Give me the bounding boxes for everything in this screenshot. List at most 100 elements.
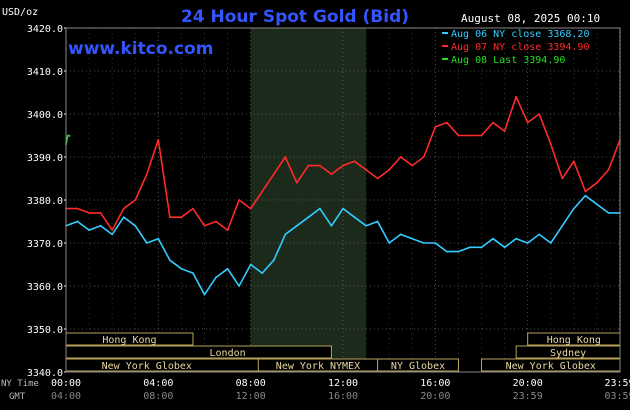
series-point [272, 173, 275, 176]
series-point [249, 207, 252, 210]
series-point [572, 160, 575, 163]
y-tick-label: 3370.0 [27, 239, 63, 250]
series-point [157, 138, 160, 141]
market-bar [65, 345, 332, 359]
chart-title: 24 Hour Spot Gold (Bid) [181, 7, 409, 27]
series-point [134, 199, 137, 201]
series-point [330, 224, 333, 227]
series-point [342, 207, 344, 210]
series-point [515, 95, 518, 98]
legend-swatch [442, 58, 448, 60]
series-point [261, 190, 264, 193]
series-point [226, 229, 229, 232]
series-point [445, 121, 448, 124]
series-point [284, 233, 287, 236]
series-point [215, 276, 217, 279]
series-point [111, 233, 114, 236]
series-point [249, 263, 252, 266]
website-label: www.kitco.com [68, 39, 213, 59]
y-tick-label: 3420.0 [27, 24, 63, 35]
x-tick-label-gmt: 08:00 [143, 391, 173, 402]
series-point [66, 134, 69, 137]
series-point [457, 134, 460, 137]
series-point [76, 207, 79, 210]
series-point [376, 220, 379, 223]
series-point [376, 177, 379, 180]
series-point [88, 229, 90, 232]
x-tick-label-ny: 12:00 [328, 378, 358, 389]
session-shading [250, 28, 367, 372]
y-tick-label: 3340.0 [27, 368, 63, 379]
series-point [469, 246, 471, 249]
x-tick-label-ny: 23:59 [604, 378, 630, 389]
series-point [203, 293, 206, 296]
series-point [307, 216, 310, 219]
series-point [480, 246, 483, 249]
series-point [584, 194, 587, 197]
series-point [145, 242, 148, 244]
series-point [584, 190, 587, 193]
price-series [65, 95, 621, 296]
y-tick-label: 3350.0 [27, 325, 63, 336]
x-tick-label-gmt: 23:59 [513, 391, 543, 402]
series-point [388, 242, 391, 244]
series-point [399, 233, 402, 236]
series-point [503, 130, 506, 133]
series-point [192, 207, 194, 210]
y-tick-label: 3410.0 [27, 67, 63, 78]
series-point [307, 164, 310, 167]
series-point [76, 220, 79, 223]
series-point [538, 233, 541, 236]
y-tick-label: 3380.0 [27, 196, 63, 207]
series-point [422, 156, 425, 158]
y-tick-label: 3360.0 [27, 282, 63, 293]
series-point [319, 164, 321, 167]
series-point [319, 207, 321, 210]
series-point [457, 250, 460, 253]
x-tick-label-gmt: 12:00 [236, 391, 266, 402]
series-point [515, 237, 518, 240]
series-point [388, 169, 391, 171]
legend-swatch [442, 45, 448, 47]
series-point [422, 242, 425, 244]
series-point [596, 181, 598, 184]
timestamp-label: August 08, 2025 00:10 [461, 12, 600, 25]
series-point [68, 135, 71, 137]
series-point [330, 173, 333, 176]
series-point [538, 113, 541, 115]
series-point [434, 242, 437, 244]
series-point [399, 156, 402, 158]
series-point [238, 285, 241, 287]
x-tick-label-gmt: 04:00 [51, 391, 81, 402]
market-bar-label: Sydney [550, 348, 586, 359]
series-point [180, 267, 183, 270]
series-point [261, 272, 264, 274]
series-point [526, 121, 529, 124]
series-point [295, 181, 298, 184]
series-point [526, 242, 529, 244]
market-bar [377, 358, 459, 372]
market-bar-label: New York Globex [506, 361, 596, 372]
series-point [365, 224, 367, 227]
x-tick-label-ny: 08:00 [236, 378, 266, 389]
axes: 3420.0 3410.0 3400.0 3390.0 3380.0 3370.0 3360… [27, 24, 630, 402]
x-row-label-gmt: GMT [9, 392, 26, 402]
legend: Aug 06 NY close 3368.20 Aug 07 NY close 3… [442, 29, 589, 66]
series-point [353, 160, 356, 163]
series-point [203, 224, 206, 227]
y-unit-label: USD/oz [2, 7, 38, 18]
series-point [134, 224, 137, 227]
series-point [122, 216, 125, 219]
series-point [99, 212, 102, 214]
series-point [88, 212, 90, 214]
series-point [284, 156, 287, 158]
series-point [122, 207, 125, 210]
market-bar-label: London [210, 348, 246, 359]
series-point [295, 224, 298, 227]
legend-entry: Aug 07 NY close 3394.90 [451, 42, 589, 53]
series-point [549, 242, 552, 244]
series-point [561, 177, 564, 180]
legend-entry: Aug 08 Last 3394.90 [451, 55, 565, 66]
series-point [353, 216, 356, 219]
